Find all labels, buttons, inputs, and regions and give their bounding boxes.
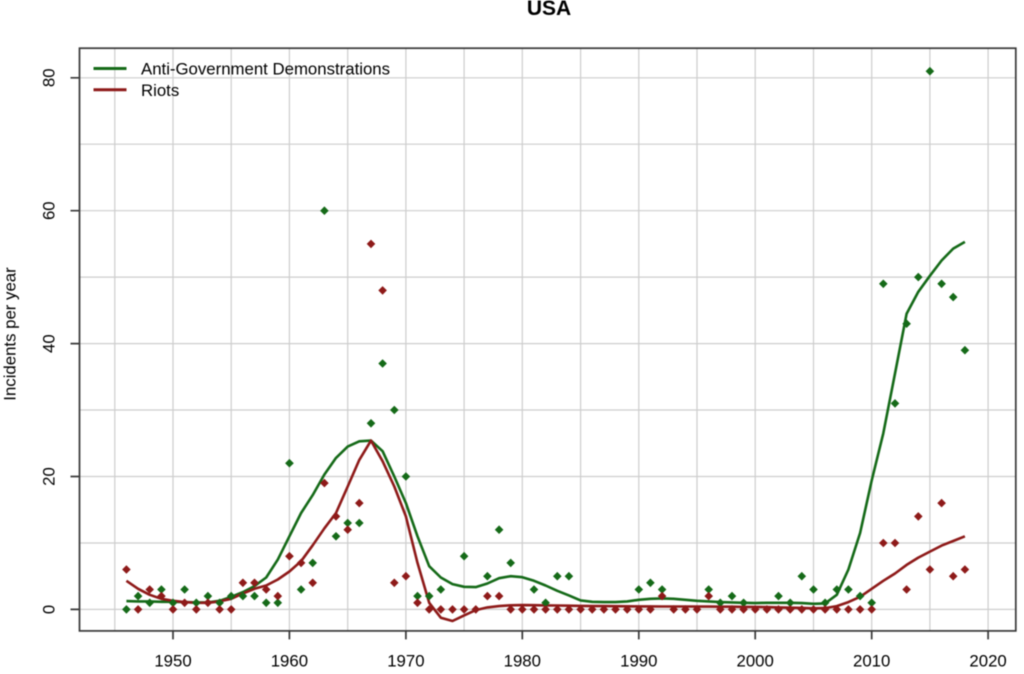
svg-text:1970: 1970 bbox=[387, 652, 424, 670]
svg-text:2010: 2010 bbox=[853, 652, 890, 670]
svg-text:Riots: Riots bbox=[141, 81, 179, 100]
svg-text:1990: 1990 bbox=[620, 652, 657, 670]
svg-text:20: 20 bbox=[40, 467, 59, 486]
svg-text:Anti-Government Demonstrations: Anti-Government Demonstrations bbox=[141, 60, 390, 79]
svg-text:Incidents per year: Incidents per year bbox=[1, 267, 20, 401]
svg-text:USA: USA bbox=[527, 0, 571, 20]
svg-text:1950: 1950 bbox=[154, 652, 191, 670]
svg-text:60: 60 bbox=[40, 201, 59, 220]
svg-text:0: 0 bbox=[40, 605, 59, 614]
svg-text:2000: 2000 bbox=[737, 652, 774, 670]
svg-text:40: 40 bbox=[40, 334, 59, 353]
svg-text:1960: 1960 bbox=[271, 652, 308, 670]
svg-text:80: 80 bbox=[40, 68, 59, 87]
svg-text:1980: 1980 bbox=[504, 652, 541, 670]
svg-text:2020: 2020 bbox=[969, 652, 1006, 670]
